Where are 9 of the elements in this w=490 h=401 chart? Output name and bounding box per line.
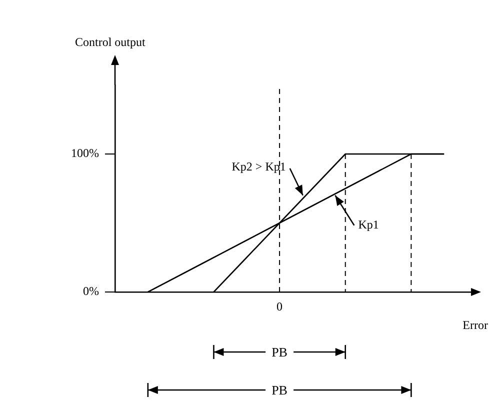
y-axis-title: Control output [75, 35, 146, 50]
text: PB [272, 344, 288, 360]
y-tick-label: 0% [83, 284, 99, 298]
text: Kp1 [358, 218, 379, 232]
text: Kp2 > Kp1 [232, 160, 286, 174]
x-tick-label: 0 [276, 299, 283, 314]
x-axis-title: Error [462, 318, 488, 332]
text: PB [272, 382, 288, 398]
y-tick-label: 100% [71, 146, 99, 160]
